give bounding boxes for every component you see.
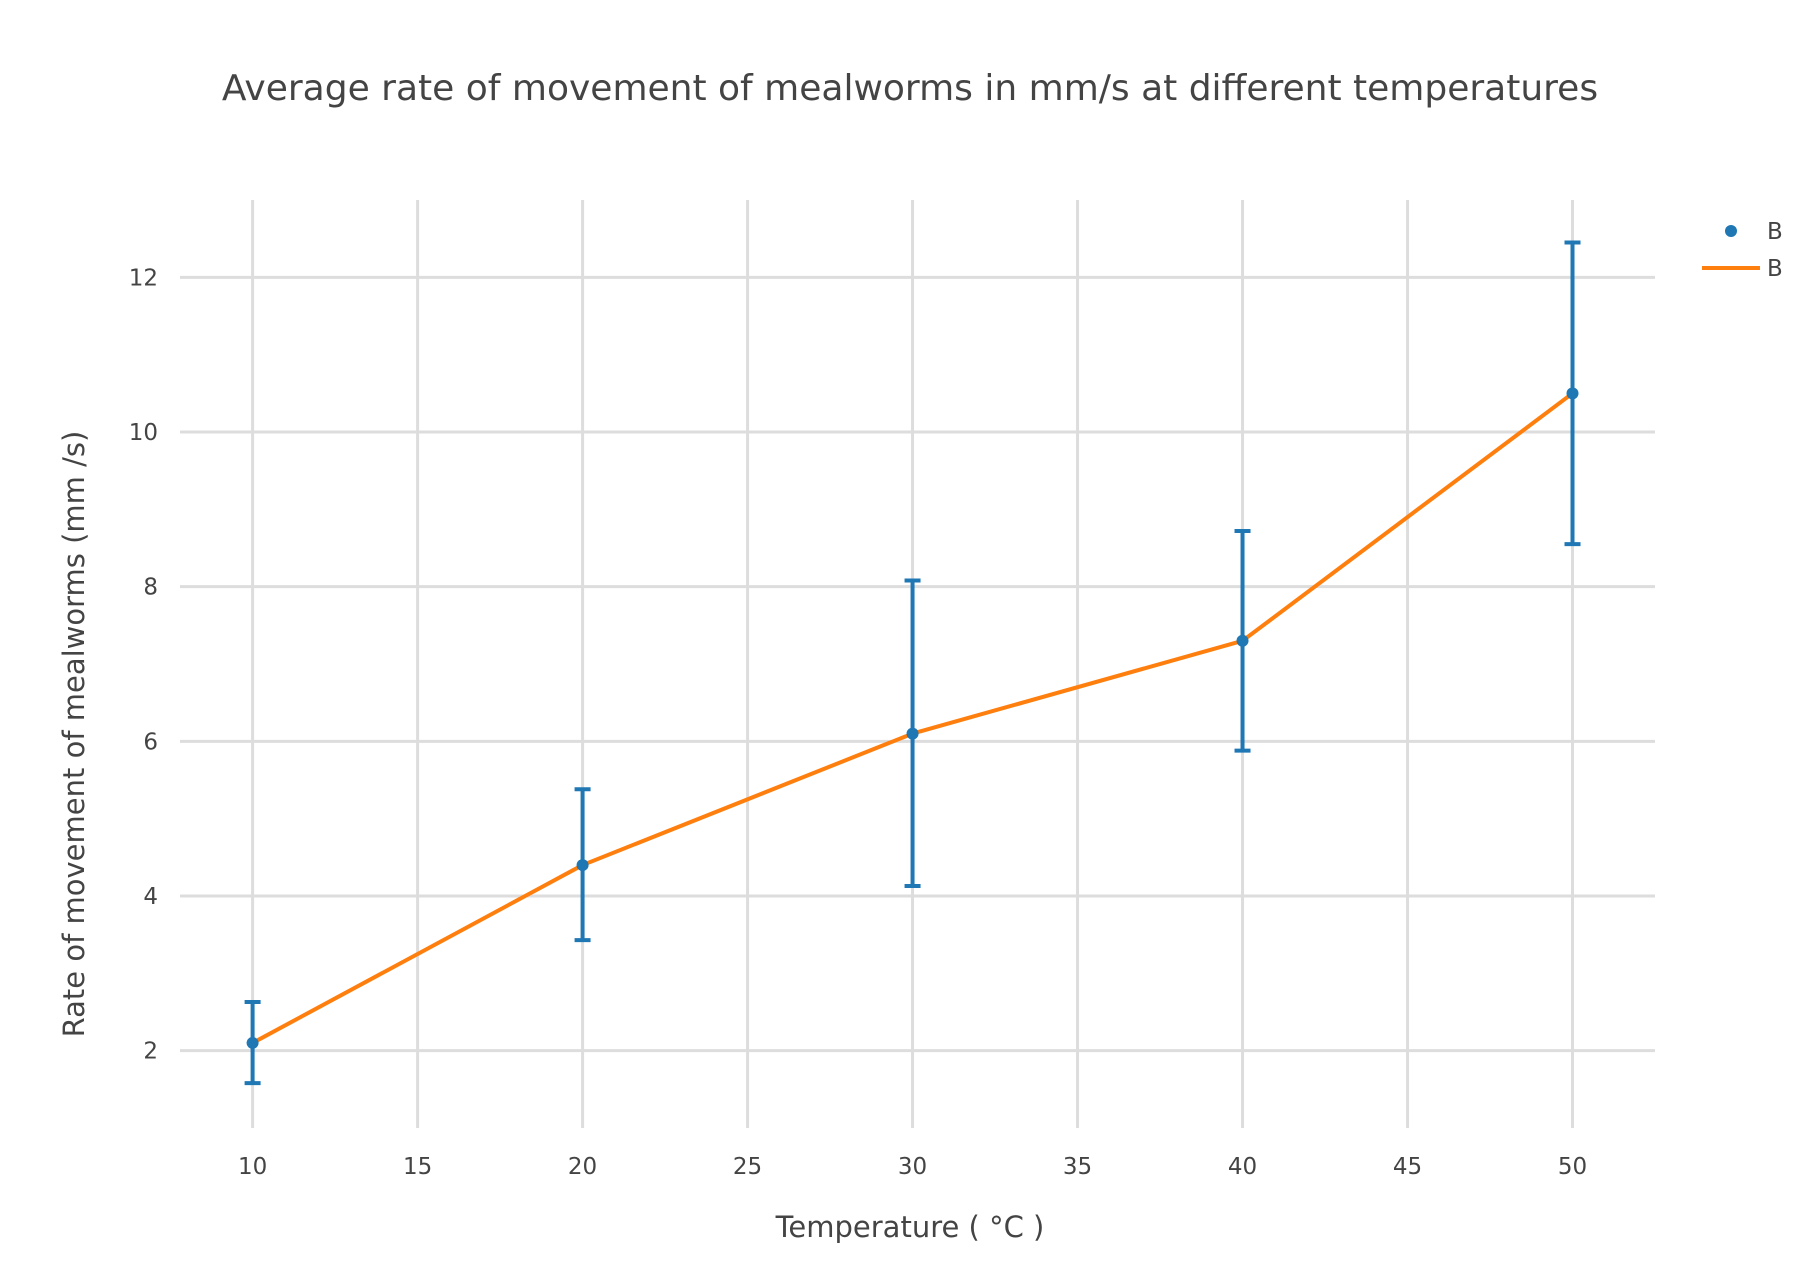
data-point[interactable] xyxy=(906,727,919,740)
legend-marker-swatch xyxy=(1725,225,1737,237)
data-point[interactable] xyxy=(1566,387,1579,400)
x-tick-label: 45 xyxy=(1393,1154,1422,1180)
x-tick-label: 35 xyxy=(1063,1154,1092,1180)
x-tick-label: 20 xyxy=(568,1154,597,1180)
x-tick-label: 50 xyxy=(1558,1154,1587,1180)
y-tick-label: 8 xyxy=(143,575,158,601)
legend-label-markers: B xyxy=(1767,219,1783,245)
x-tick-label: 10 xyxy=(238,1154,267,1180)
x-tick-label: 30 xyxy=(898,1154,927,1180)
y-tick-label: 4 xyxy=(143,884,158,910)
marker-series xyxy=(246,387,1579,1049)
legend-label-line: B xyxy=(1767,256,1783,282)
x-tick-label: 15 xyxy=(403,1154,432,1180)
y-axis-title: Rate of movement of mealworms (mm /s) xyxy=(57,431,91,1038)
data-point[interactable] xyxy=(246,1036,259,1049)
y-tick-label: 2 xyxy=(143,1039,158,1065)
data-point[interactable] xyxy=(1236,634,1249,647)
x-tick-label: 40 xyxy=(1228,1154,1257,1180)
chart-title: Average rate of movement of mealworms in… xyxy=(222,68,1598,109)
legend: B B xyxy=(1702,219,1783,282)
data-point[interactable] xyxy=(576,859,589,872)
y-tick-label: 12 xyxy=(129,265,158,291)
x-tick-label: 25 xyxy=(733,1154,762,1180)
tick-labels: 10 15 20 25 30 35 40 45 50 2 4 6 8 10 12 xyxy=(129,265,1587,1180)
x-axis-title: Temperature ( °C ) xyxy=(775,1210,1045,1244)
y-tick-label: 10 xyxy=(129,420,158,446)
y-tick-label: 6 xyxy=(143,729,158,755)
